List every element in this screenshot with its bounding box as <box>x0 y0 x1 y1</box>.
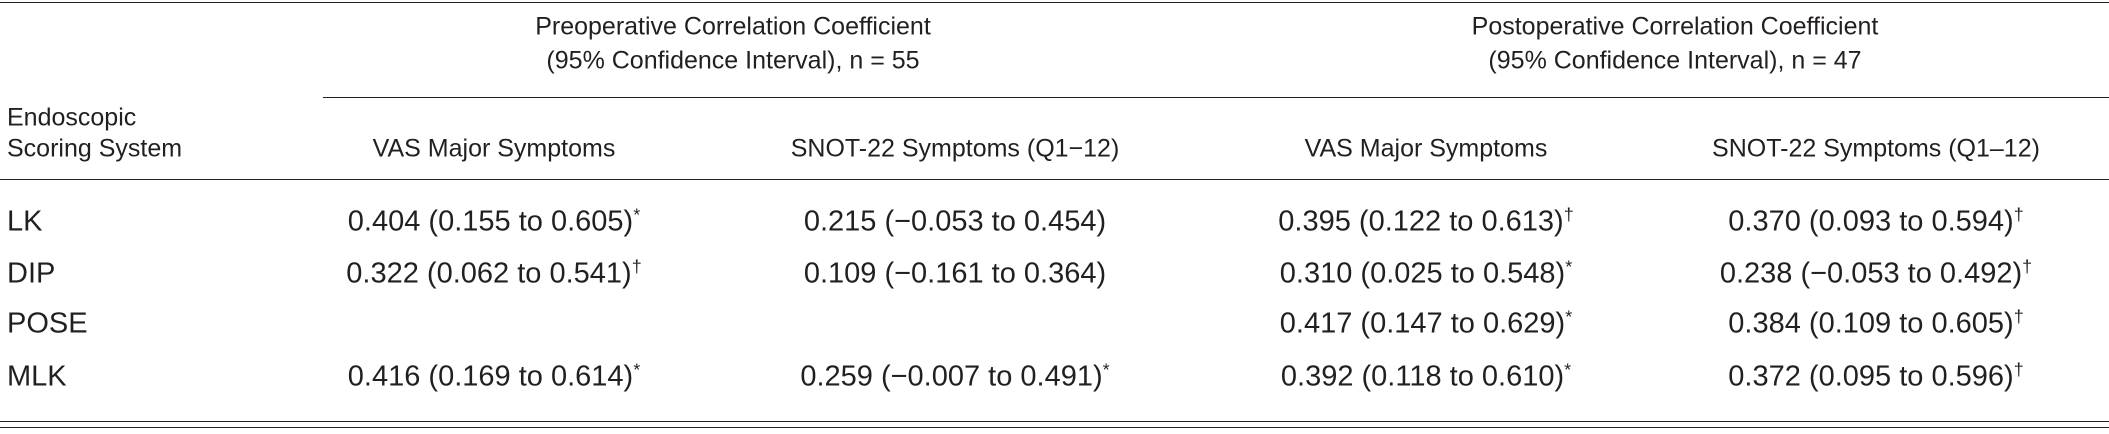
cell-value: 0.392 (0.118 to 0.610) <box>1280 360 1565 393</box>
cell-value: 0.384 (0.109 to 0.605) <box>1728 307 2014 340</box>
cell: 0.238 (−0.053 to 0.492)† <box>1719 256 2033 290</box>
stub-header: Endoscopic <box>7 103 137 132</box>
top-rule <box>0 2 2109 3</box>
group-header: (95% Confidence Interval), n = 55 <box>546 46 920 75</box>
bottom-rule <box>0 427 2109 428</box>
cell-value: 0.322 (0.062 to 0.541) <box>346 257 632 290</box>
cell: 0.310 (0.025 to 0.548)* <box>1279 256 1573 290</box>
cell: 0.392 (0.118 to 0.610)* <box>1280 359 1572 393</box>
footnote-mark: † <box>1563 204 1574 225</box>
group-rule <box>323 97 2109 98</box>
footnote-mark: * <box>1565 256 1573 277</box>
footnote-mark: † <box>2013 204 2024 225</box>
column-header: SNOT-22 Symptoms (Q1–12) <box>1712 134 2040 163</box>
group-header: (95% Confidence Interval), n = 47 <box>1488 46 1862 75</box>
footnote-mark: † <box>2013 306 2024 327</box>
row-label: DIP <box>7 257 56 290</box>
cell-value: 0.416 (0.169 to 0.614) <box>347 360 634 393</box>
cell: 0.416 (0.169 to 0.614)* <box>347 359 641 393</box>
column-header: VAS Major Symptoms <box>1304 134 1548 163</box>
cell-value: 0.310 (0.025 to 0.548) <box>1279 257 1566 290</box>
footnote-mark: * <box>633 359 641 380</box>
row-label: LK <box>7 205 43 238</box>
footnote-mark: * <box>1565 306 1573 327</box>
cell-value: 0.370 (0.093 to 0.594) <box>1728 205 2014 238</box>
cell: 0.372 (0.095 to 0.596)† <box>1728 359 2024 393</box>
cell: 0.395 (0.122 to 0.613)† <box>1278 204 1574 238</box>
cell: 0.322 (0.062 to 0.541)† <box>346 256 642 290</box>
stub-header: Scoring System <box>7 134 183 163</box>
group-header: Preoperative Correlation Coefficient <box>535 12 931 41</box>
cell: 0.109 (−0.161 to 0.364) <box>803 257 1107 290</box>
bottom-rule <box>0 421 2109 422</box>
cell-value: 0.215 (−0.053 to 0.454) <box>803 205 1107 238</box>
row-label: MLK <box>7 360 67 393</box>
row-label: POSE <box>7 307 88 340</box>
cell-value: 0.395 (0.122 to 0.613) <box>1278 205 1564 238</box>
cell-value: 0.259 (−0.007 to 0.491) <box>800 360 1103 393</box>
column-header: VAS Major Symptoms <box>372 134 616 163</box>
cell-value: 0.417 (0.147 to 0.629) <box>1279 307 1566 340</box>
footnote-mark: * <box>1102 359 1110 380</box>
cell: 0.215 (−0.053 to 0.454) <box>803 205 1107 238</box>
footnote-mark: † <box>2022 256 2033 277</box>
column-header: SNOT-22 Symptoms (Q1−12) <box>790 134 1120 163</box>
cell-value: 0.372 (0.095 to 0.596) <box>1728 360 2014 393</box>
cell-value: 0.404 (0.155 to 0.605) <box>347 205 634 238</box>
footnote-mark: * <box>633 204 641 225</box>
cell: 0.417 (0.147 to 0.629)* <box>1279 306 1573 340</box>
cell: 0.404 (0.155 to 0.605)* <box>347 204 641 238</box>
cell: 0.259 (−0.007 to 0.491)* <box>800 359 1110 393</box>
cell: 0.370 (0.093 to 0.594)† <box>1728 204 2024 238</box>
cell: 0.384 (0.109 to 0.605)† <box>1728 306 2024 340</box>
cell-value: 0.238 (−0.053 to 0.492) <box>1719 257 2023 290</box>
footnote-mark: † <box>2013 359 2024 380</box>
footnote-mark: † <box>631 256 642 277</box>
group-header: Postoperative Correlation Coefficient <box>1471 12 1879 41</box>
footnote-mark: * <box>1564 359 1572 380</box>
cell-value: 0.109 (−0.161 to 0.364) <box>803 257 1107 290</box>
header-rule <box>0 179 2109 180</box>
